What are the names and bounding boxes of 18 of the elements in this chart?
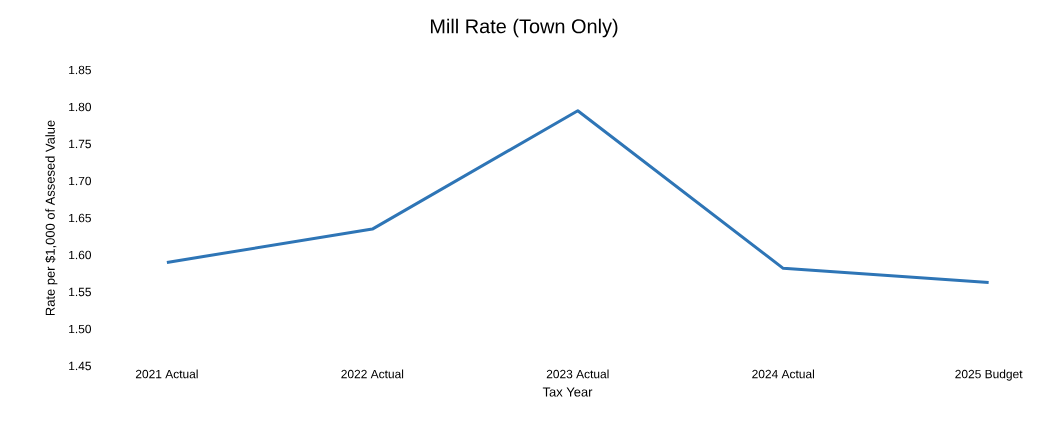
x-tick-label: 2024 Actual (752, 369, 814, 379)
y-tick-label: 1.70 (69, 176, 92, 186)
x-axis-title: Tax Year (542, 387, 593, 397)
x-tick-label: 2025 Budget (955, 369, 1023, 381)
y-tick-label: 1.75 (69, 139, 91, 149)
y-tick-label: 1.60 (69, 250, 92, 260)
y-tick-label: 1.65 (69, 213, 91, 223)
y-tick-label: 1.85 (69, 65, 91, 75)
y-tick-label: 1.80 (69, 102, 92, 112)
y-tick-label: 1.50 (69, 324, 92, 334)
y-axis-title: Rate per $1,000 of Assesed Value (45, 120, 58, 316)
y-tick-label: 1.55 (69, 287, 91, 297)
chart-title: Mill Rate (Town Only) (430, 18, 618, 38)
x-tick-label: 2022 Actual (341, 369, 404, 379)
line-series (165, 109, 991, 284)
x-tick-label: 2021 Actual (135, 369, 198, 379)
x-tick-label: 2023 Actual (546, 369, 609, 379)
y-tick-label: 1.45 (69, 361, 91, 371)
